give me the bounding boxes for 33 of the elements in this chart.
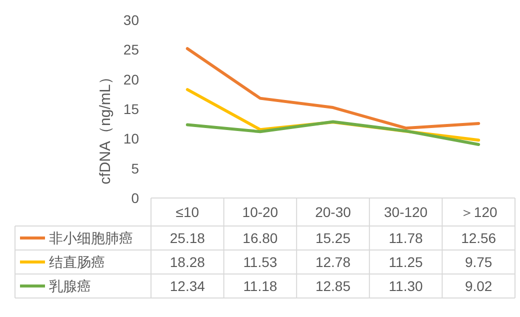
data-label: 11.18 [243, 278, 278, 294]
data-label: 12.85 [315, 278, 351, 294]
data-label: 25.18 [170, 230, 206, 246]
y-tick-label: 20 [123, 71, 140, 88]
y-tick-label: 5 [131, 160, 140, 176]
x-tick-label: 10-20 [242, 204, 278, 220]
data-label: 11.30 [388, 278, 424, 294]
y-tick-label: 30 [123, 12, 140, 28]
line-series [186, 120, 480, 146]
y-axis-title: cfDNA（ng/mL） [97, 69, 114, 184]
y-tick-label: 25 [123, 42, 140, 58]
x-tick-label: 30-120 [384, 204, 428, 220]
line-series [186, 47, 480, 130]
data-label: 11.78 [388, 230, 424, 246]
legend-label: 结直肠癌 [49, 254, 105, 270]
y-tick-label: 15 [123, 101, 140, 117]
data-label: 15.25 [315, 230, 351, 246]
data-label: 11.53 [243, 254, 278, 270]
x-tick-label: ＞120 [460, 204, 498, 220]
data-label: 12.34 [170, 278, 206, 294]
data-label: 9.75 [464, 254, 492, 270]
data-label: 16.80 [242, 230, 278, 246]
legend-label: 乳腺癌 [49, 278, 91, 294]
data-label: 12.56 [461, 230, 496, 246]
legend-label: 非小细胞肺癌 [49, 230, 133, 246]
data-label: 18.28 [170, 254, 206, 270]
y-tick-label: 0 [131, 190, 140, 206]
y-tick-label: 10 [123, 130, 140, 147]
x-tick-label: ≤10 [176, 204, 200, 220]
x-tick-label: 20-30 [315, 204, 352, 220]
data-label: 11.25 [388, 254, 424, 270]
data-label: 9.02 [464, 278, 492, 294]
data-label: 12.78 [315, 254, 351, 270]
